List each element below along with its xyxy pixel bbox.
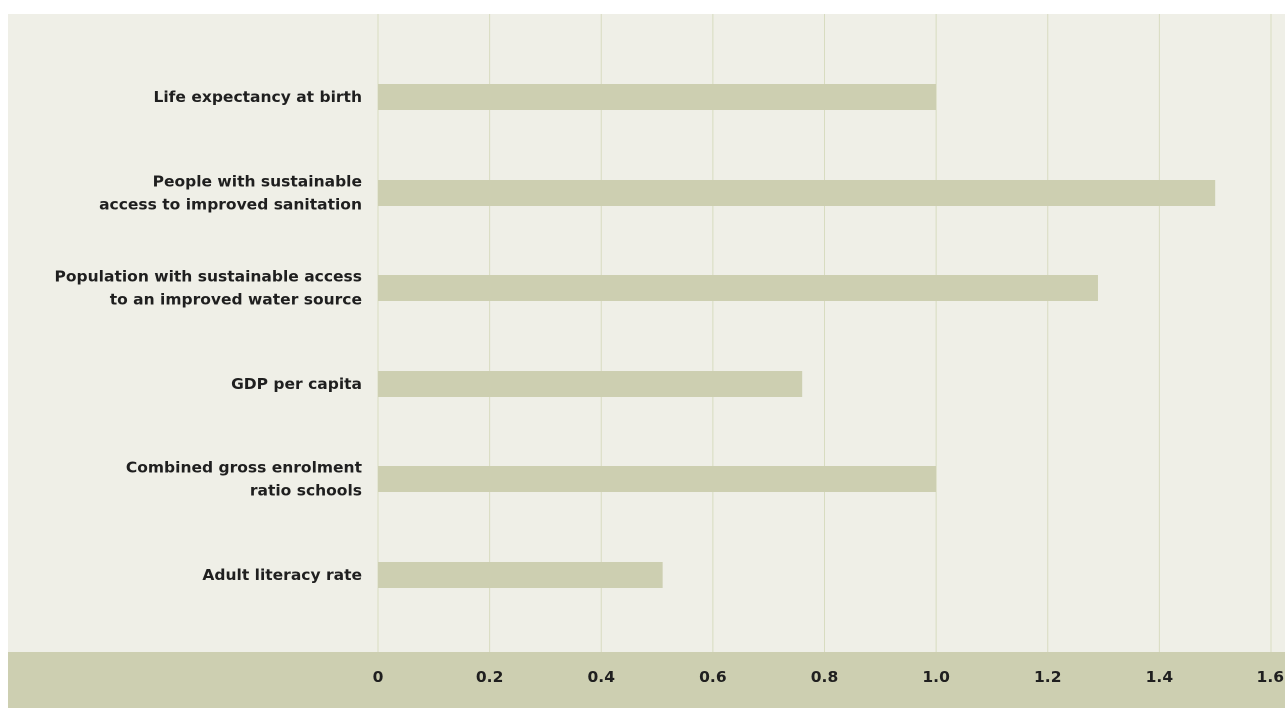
x-tick-label-0: 0 <box>373 668 384 686</box>
bar-5 <box>378 562 663 588</box>
category-label-line: Population with sustainable access <box>55 268 362 286</box>
category-label-1: People with sustainable access to improve… <box>99 173 362 214</box>
bar-1 <box>378 180 1216 206</box>
category-label-line: Adult literacy rate <box>202 566 362 584</box>
bar-2 <box>378 275 1098 301</box>
category-label-line: GDP per capita <box>231 375 362 393</box>
x-tick-label-5: 1.0 <box>922 668 950 686</box>
x-tick-label-4: 0.8 <box>811 668 838 686</box>
gridlines <box>377 14 1272 652</box>
bars <box>378 84 1216 588</box>
category-label-line: to an improved water source <box>110 291 362 309</box>
x-tick-label-8: 1.6 <box>1257 668 1284 686</box>
x-tick-label-6: 1.2 <box>1034 668 1061 686</box>
bar-0 <box>378 84 937 110</box>
x-tick-label-3: 0.6 <box>699 668 726 686</box>
bar-3 <box>378 371 803 397</box>
x-tick-label-7: 1.4 <box>1146 668 1174 686</box>
category-label-line: People with sustainable <box>153 173 362 191</box>
x-axis-band <box>8 652 1285 708</box>
plot-background <box>8 14 1285 652</box>
category-label-line: access to improved sanitation <box>99 196 362 214</box>
category-label-line: ratio schools <box>250 482 362 500</box>
category-label-line: Life expectancy at birth <box>153 88 362 106</box>
category-label-0: Life expectancy at birth <box>153 88 362 106</box>
x-tick-label-1: 0.2 <box>476 668 503 686</box>
category-label-2: Population with sustainable access to an … <box>55 268 362 309</box>
category-labels: Life expectancy at birth People with sust… <box>55 88 363 584</box>
x-tick-labels: 0 0.2 0.4 0.6 0.8 1.0 1.2 1.4 1.6 <box>373 668 1284 686</box>
category-label-3: GDP per capita <box>231 375 362 393</box>
x-tick-label-2: 0.4 <box>588 668 616 686</box>
category-label-5: Adult literacy rate <box>202 566 362 584</box>
category-label-line: Combined gross enrolment <box>126 459 363 477</box>
category-label-4: Combined gross enrolment ratio schools <box>126 459 363 500</box>
bar-4 <box>378 466 937 492</box>
